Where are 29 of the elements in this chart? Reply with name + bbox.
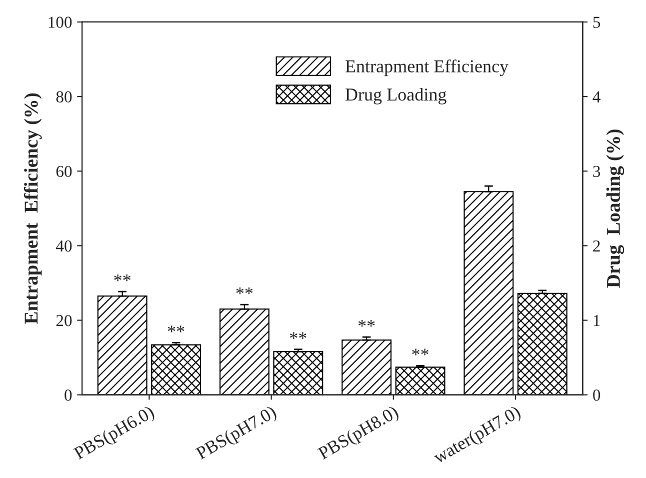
data-label: ** — [236, 288, 253, 294]
bar — [517, 292, 568, 395]
data-label: ** — [290, 332, 306, 339]
y-tick-label: 100 — [48, 16, 72, 28]
legend-label: Entrapment Efficiency — [345, 60, 508, 76]
y2-axis-title: Drug Loading (%) — [606, 130, 624, 288]
bar — [219, 308, 270, 395]
data-label: ** — [168, 326, 184, 332]
y2-tick-label: 5 — [593, 16, 600, 28]
y-tick-label: 20 — [56, 314, 72, 326]
bar — [342, 339, 392, 395]
bar — [395, 366, 446, 395]
y2-tick-label: 4 — [592, 91, 600, 102]
y2-tick-label: 1 — [594, 315, 600, 326]
y-tick-label: 0 — [64, 390, 72, 401]
y-tick-label: 80 — [56, 91, 72, 103]
y2-tick-label: 2 — [593, 240, 600, 252]
data-label: ** — [114, 274, 131, 282]
y-axis-title: Entrapment Efficiency (%) — [24, 93, 42, 324]
y2-tick-label: 0 — [593, 390, 600, 401]
y-tick-label: 60 — [56, 166, 72, 178]
bar — [151, 344, 202, 395]
bar — [97, 295, 148, 395]
data-label: ** — [412, 348, 428, 356]
legend-label: Drug Loading — [345, 88, 446, 104]
bar — [273, 351, 324, 395]
y-tick-label: 40 — [56, 240, 72, 252]
y2-tick-label: 3 — [593, 166, 600, 178]
data-label: ** — [358, 320, 375, 327]
